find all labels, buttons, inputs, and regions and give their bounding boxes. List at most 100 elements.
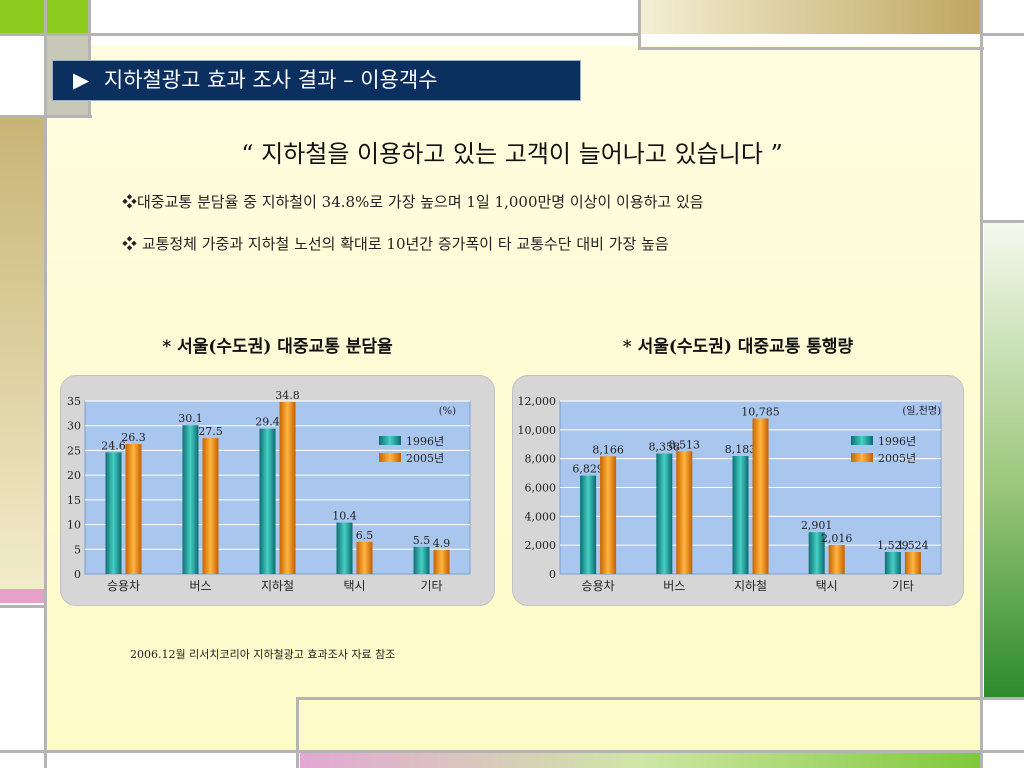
- x-tick-label: 버스: [663, 579, 685, 593]
- chart-title-share: * 서울(수도권) 대중교통 분담율: [162, 337, 393, 357]
- data-label: 29.4: [255, 416, 280, 429]
- frame-line: [638, 0, 641, 50]
- bullet-text: ❖대중교통 분담율 중 지하철이 34.8%로 가장 높으며 1일 1,000만…: [122, 193, 704, 211]
- data-label: 1,529: [877, 539, 909, 552]
- y-tick-label: 4,000: [525, 510, 557, 523]
- legend-label: 2005년: [878, 452, 916, 465]
- bar-2005: [828, 544, 845, 574]
- data-label: 4.9: [433, 537, 451, 550]
- legend-swatch: [379, 436, 401, 445]
- bar-2005: [904, 552, 921, 574]
- y-tick-label: 5: [74, 543, 81, 556]
- plot-area: [84, 400, 471, 575]
- frame-line: [980, 0, 983, 768]
- frame-line: [296, 697, 1024, 700]
- data-label: 24.6: [101, 439, 126, 452]
- bottom-gradient-strip: [300, 752, 980, 768]
- bar-2005: [676, 451, 693, 574]
- data-label: 30.1: [178, 412, 203, 425]
- data-label: 10,785: [741, 406, 780, 419]
- play-arrow-icon: ▶: [73, 68, 90, 92]
- left-gold-strip: [0, 118, 44, 590]
- data-label: 8,513: [669, 438, 701, 451]
- bar-1996: [884, 551, 901, 574]
- data-label: 34.8: [275, 389, 300, 402]
- y-tick-label: 0: [549, 568, 556, 581]
- left-pink-strip: [0, 589, 44, 603]
- bullet-text: ❖ 교통정체 가중과 지하철 노선의 확대로 10년간 증가폭이 타 교통수단 …: [122, 235, 669, 253]
- x-tick-label: 지하철: [734, 579, 767, 593]
- data-label: 5.5: [413, 534, 431, 547]
- y-tick-label: 10: [67, 519, 81, 532]
- x-tick-label: 택시: [816, 579, 838, 593]
- bar-2005: [202, 438, 219, 574]
- y-tick-label: 15: [67, 494, 81, 507]
- data-label: 2,901: [801, 519, 833, 532]
- bar-2005: [279, 401, 296, 574]
- y-tick-label: 2,000: [525, 539, 557, 552]
- data-label: 8,166: [592, 443, 624, 456]
- x-tick-label: 기타: [892, 579, 914, 593]
- frame-line: [638, 47, 984, 50]
- bar-1996: [732, 456, 749, 574]
- bar-1996: [580, 475, 597, 574]
- data-label: 1,524: [897, 539, 929, 552]
- frame-line: [980, 220, 1024, 223]
- data-label: 2,016: [821, 532, 853, 545]
- bar-chart-volume: 0 2,000 4,000 6,000 8,000 10,000 12,000 6,829 8,…: [518, 395, 942, 593]
- bar-1996: [182, 425, 199, 574]
- source-note: 2006.12월 리서치코리아 지하철광고 효과조사 자료 참조: [130, 648, 396, 661]
- y-tick-label: 8,000: [525, 453, 557, 466]
- bar-2005: [125, 444, 142, 574]
- unit-label: (%): [439, 406, 456, 417]
- y-tick-label: 6,000: [525, 482, 557, 495]
- x-tick-label: 승용차: [107, 579, 140, 593]
- y-tick-label: 20: [67, 469, 81, 482]
- section-header: ▶ 지하철광고 효과 조사 결과 – 이용객수: [52, 60, 581, 101]
- frame-line: [0, 115, 92, 118]
- chart-panel-share: 0 5 10 15 20 25 30 35 24.6 26.3 승용차 30.1 27.5 버스 29.4 3…: [60, 375, 495, 606]
- data-label: 26.3: [121, 431, 146, 444]
- top-gold-block: [641, 0, 980, 34]
- bar-2005: [752, 418, 769, 574]
- data-label: 6,829: [572, 463, 604, 476]
- frame-line: [0, 605, 46, 608]
- frame-line: [980, 33, 1024, 36]
- data-label: 6.5: [356, 529, 374, 542]
- data-label: 8,183: [725, 443, 757, 456]
- y-tick-label: 0: [74, 568, 81, 581]
- frame-line: [44, 0, 47, 768]
- y-tick-label: 10,000: [518, 424, 557, 437]
- x-tick-label: 기타: [420, 579, 442, 593]
- right-green-strip: [984, 222, 1024, 698]
- x-tick-label: 승용차: [582, 579, 615, 593]
- data-label: 10.4: [332, 510, 357, 523]
- frame-line: [0, 33, 640, 36]
- bar-1996: [105, 452, 122, 574]
- headline: “ 지하철을 이용하고 있는 고객이 늘어나고 있습니다 ”: [241, 140, 783, 168]
- frame-line: [296, 697, 299, 768]
- frame-line: [0, 750, 1024, 753]
- bar-2005: [433, 549, 450, 574]
- bar-1996: [259, 428, 276, 574]
- bar-1996: [336, 522, 353, 574]
- bar-2005: [356, 541, 373, 574]
- legend-label: 1996년: [406, 435, 444, 448]
- chart-title-volume: * 서울(수도권) 대중교통 통행량: [622, 337, 854, 357]
- frame-line: [88, 0, 91, 118]
- y-tick-label: 25: [67, 444, 81, 457]
- x-tick-label: 버스: [189, 579, 211, 593]
- legend-swatch: [379, 453, 401, 462]
- x-tick-label: 택시: [343, 579, 365, 593]
- y-tick-label: 12,000: [518, 395, 557, 408]
- x-tick-label: 지하철: [261, 579, 294, 593]
- bar-1996: [656, 453, 673, 574]
- y-tick-label: 35: [67, 395, 81, 408]
- legend-swatch: [851, 453, 873, 462]
- legend-swatch: [851, 436, 873, 445]
- unit-label: (일,천명): [902, 405, 941, 417]
- data-label: 27.5: [198, 425, 223, 438]
- section-title: 지하철광고 효과 조사 결과 – 이용객수: [103, 68, 438, 92]
- bar-2005: [600, 456, 617, 574]
- bar-chart-share: 0 5 10 15 20 25 30 35 24.626.3 승용차 30.127.5 버스 29.4 3…: [67, 389, 471, 593]
